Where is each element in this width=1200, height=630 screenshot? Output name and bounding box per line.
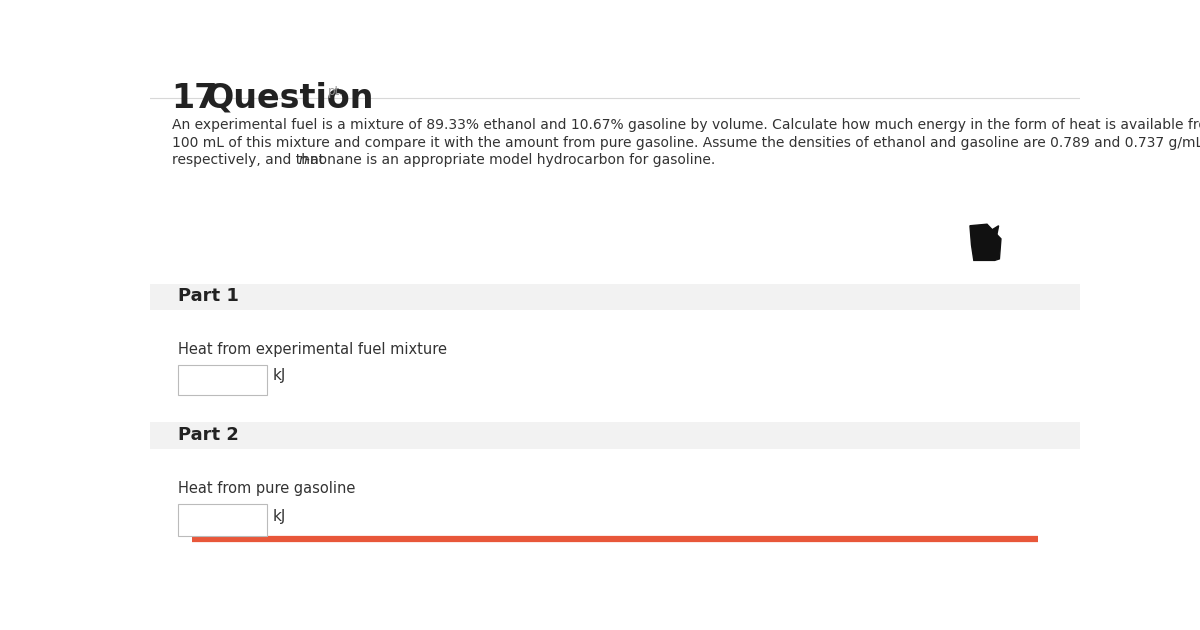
Text: Heat from experimental fuel mixture: Heat from experimental fuel mixture (178, 342, 446, 357)
Text: 17: 17 (172, 82, 218, 115)
Text: kJ: kJ (272, 508, 286, 524)
Text: kJ: kJ (272, 369, 286, 384)
Text: -nonane is an appropriate model hydrocarbon for gasoline.: -nonane is an appropriate model hydrocar… (305, 153, 715, 168)
Text: n: n (299, 153, 307, 168)
Text: Question: Question (206, 82, 374, 115)
Text: 100 mL of this mixture and compare it with the amount from pure gasoline. Assume: 100 mL of this mixture and compare it wi… (172, 135, 1200, 150)
Text: pt.: pt. (329, 85, 344, 98)
Text: Part 1: Part 1 (178, 287, 239, 306)
Text: Heat from pure gasoline: Heat from pure gasoline (178, 481, 355, 496)
Polygon shape (974, 226, 998, 253)
Text: Part 2: Part 2 (178, 426, 239, 444)
Polygon shape (970, 224, 1001, 260)
Text: An experimental fuel is a mixture of 89.33% ethanol and 10.67% gasoline by volum: An experimental fuel is a mixture of 89.… (172, 118, 1200, 132)
Text: respectively, and that: respectively, and that (172, 153, 329, 168)
